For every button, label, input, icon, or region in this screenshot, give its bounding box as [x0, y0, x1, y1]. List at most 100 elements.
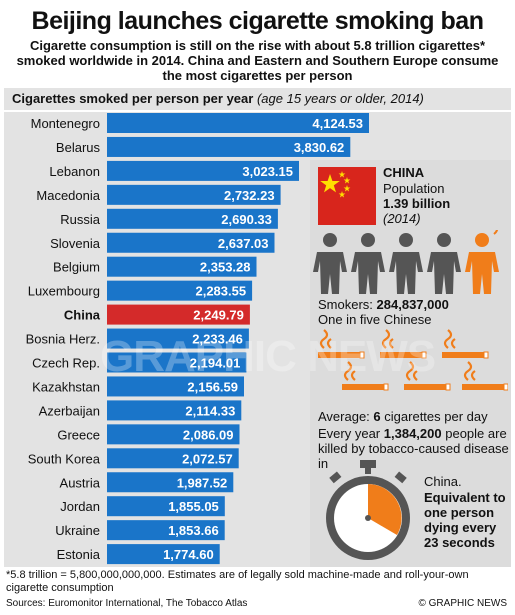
cigarette-icon — [318, 329, 365, 359]
value-label: 2,086.09 — [183, 427, 234, 442]
value-label: 2,353.28 — [200, 260, 251, 275]
category-label: Czech Rep. — [32, 356, 100, 371]
category-label: Estonia — [57, 547, 101, 562]
person-icon — [351, 233, 385, 294]
value-label: 1,855.05 — [168, 499, 219, 514]
watermark: GRAPHIC NEWS — [100, 332, 436, 381]
bar — [107, 113, 369, 133]
category-label: Montenegro — [31, 116, 100, 131]
category-label: Austria — [60, 475, 101, 490]
population-label: Population — [383, 181, 445, 196]
smokers-value: 284,837,000 — [376, 297, 449, 312]
cigarette-icon — [462, 361, 508, 391]
category-label: China — [64, 308, 101, 323]
value-label: 2,194.01 — [190, 356, 241, 371]
page-subtitle: Cigarette consumption is still on the ri… — [16, 38, 499, 83]
category-label: Ukraine — [55, 523, 100, 538]
category-label: Azerbaijan — [39, 403, 100, 418]
value-label: 2,690.33 — [221, 212, 272, 227]
bar — [107, 472, 234, 493]
smokers-line: Smokers: 284,837,000 — [318, 297, 449, 312]
average-label: Average: — [318, 409, 370, 424]
chart-svg: Montenegro 4,124.53 Belarus 3,830.62 Lebanon… — [26, 113, 369, 565]
value-label: 1,774.60 — [163, 547, 214, 562]
average-unit: cigarettes per day — [384, 409, 488, 424]
bar — [107, 376, 244, 397]
bar — [107, 280, 253, 301]
value-label: 1,987.52 — [177, 475, 228, 490]
value-label: 2,637.03 — [218, 236, 269, 251]
deaths-suffix: people are killed by tobacco-caused dise… — [318, 426, 509, 471]
china-name: CHINA — [383, 165, 425, 180]
population-value: 1.39 billion — [383, 196, 451, 211]
category-label: Bosnia Herz. — [26, 332, 100, 347]
cigarette-icon — [404, 361, 451, 391]
cigarette-icon — [342, 361, 389, 391]
category-label: Greece — [57, 427, 100, 442]
page-title: Beijing launches cigarette smoking ban — [31, 7, 484, 35]
equivalent-text: Equivalent to one person dying every 23 … — [424, 490, 506, 550]
footnote: *5.8 trillion = 5,800,000,000,000. Estim… — [6, 569, 469, 594]
bar — [107, 544, 220, 565]
person-icon — [427, 233, 461, 294]
bar — [107, 448, 239, 469]
deaths-text: Every year 1,384,200 people are killed b… — [318, 426, 510, 471]
china-flag-icon — [318, 167, 376, 225]
category-label: South Korea — [28, 451, 101, 466]
smoker-person-icon — [465, 230, 499, 294]
value-label: 3,830.62 — [294, 140, 345, 155]
bar — [107, 136, 351, 157]
sources: Sources: Euromonitor International, The … — [6, 598, 248, 609]
value-label: 4,124.53 — [312, 116, 363, 131]
category-label: Jordan — [60, 499, 100, 514]
credit: © GRAPHIC NEWS — [418, 598, 508, 609]
bar — [107, 328, 249, 349]
category-label: Slovenia — [50, 236, 101, 251]
category-label: Russia — [60, 212, 101, 227]
deaths-value: 1,384,200 — [383, 426, 442, 441]
deaths-prefix: Every year — [318, 426, 381, 441]
chart-header-title: Cigarettes smoked per person per year — [12, 91, 254, 106]
value-label: 2,156.59 — [187, 379, 238, 394]
value-label: 1,853.66 — [168, 523, 219, 538]
bar — [107, 400, 242, 421]
bar — [107, 232, 275, 253]
bar — [107, 520, 225, 541]
bar — [107, 208, 278, 229]
bar — [107, 256, 257, 277]
person-icon — [389, 233, 423, 294]
chart-header-note: (age 15 years or older, 2014) — [256, 91, 424, 106]
stopwatch-icon — [326, 460, 410, 560]
bar — [107, 424, 240, 445]
chart-header: Cigarettes smoked per person per year (a… — [4, 88, 511, 110]
bar — [107, 160, 299, 181]
category-label: Belgium — [53, 260, 100, 275]
bar — [107, 184, 281, 205]
category-label: Macedonia — [36, 188, 100, 203]
category-label: Belarus — [56, 140, 101, 155]
value-label: 2,249.79 — [193, 308, 244, 323]
smokers-label: Smokers: — [318, 297, 373, 312]
average-line: Average: 6 cigarettes per day — [318, 409, 488, 424]
people-icons — [313, 230, 499, 294]
china-word: China. — [424, 474, 462, 489]
cigarette-icon — [380, 329, 427, 359]
cigarette-icon — [442, 329, 489, 359]
value-label: 2,114.33 — [185, 403, 235, 418]
value-label: 2,072.57 — [182, 451, 233, 466]
value-label: 2,233.46 — [192, 332, 243, 347]
value-label: 3,023.15 — [242, 164, 293, 179]
cigarette-icons — [318, 329, 508, 391]
population-year: (2014) — [383, 211, 421, 226]
bar — [107, 496, 225, 517]
one-in-five-text: One in five Chinese — [318, 312, 432, 327]
value-label: 2,283.55 — [195, 284, 246, 299]
average-value: 6 — [373, 409, 381, 424]
category-label: Kazakhstan — [32, 379, 100, 394]
category-label: Luxembourg — [28, 284, 100, 299]
category-label: Lebanon — [49, 164, 100, 179]
value-label: 2,732.23 — [224, 188, 275, 203]
person-icon — [313, 233, 347, 294]
bar — [107, 352, 247, 373]
bar — [107, 304, 250, 325]
